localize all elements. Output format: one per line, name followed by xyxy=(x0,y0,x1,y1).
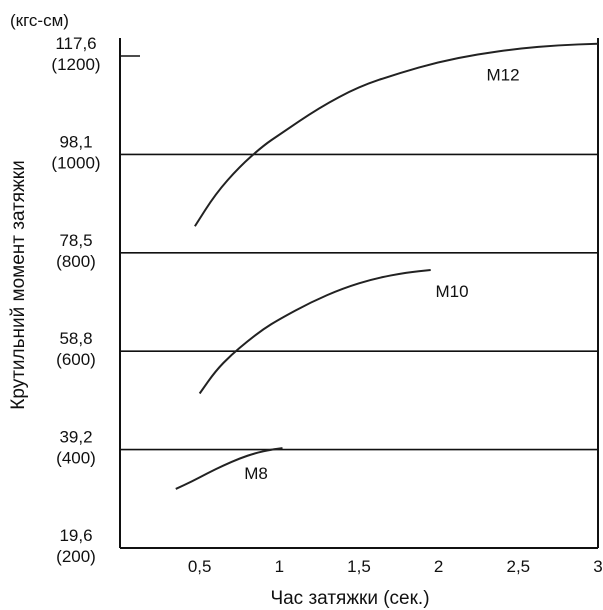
x-tick-label: 3 xyxy=(593,557,602,576)
y-tick-sublabel: (800) xyxy=(56,252,96,271)
gridlines xyxy=(120,55,598,451)
y-tick-label: 58,8 xyxy=(59,329,92,348)
x-axis-title: Час затяжки (сек.) xyxy=(270,588,429,609)
axes xyxy=(119,38,599,549)
series-line-m12 xyxy=(194,42,599,227)
x-tick-label: 1 xyxy=(275,557,284,576)
y-tick-label: 117,6 xyxy=(55,34,96,53)
x-tick-label: 1,5 xyxy=(347,557,371,576)
series-line-m10 xyxy=(198,269,431,395)
unit-label: (кгс-см) xyxy=(10,11,69,30)
y-tick-labels: 19,6 (200) 39,2 (400) 58,8 (600) 78,5 (800) 98,1… xyxy=(51,34,100,566)
x-tick-labels: 0,5 1 1,5 2 2,5 3 xyxy=(188,557,603,576)
series-line-m8 xyxy=(175,447,283,490)
y-tick-label: 98,1 xyxy=(59,132,92,151)
y-tick-sublabel: (1000) xyxy=(51,153,100,172)
y-tick-sublabel: (1200) xyxy=(51,55,100,74)
y-tick-sublabel: (400) xyxy=(56,449,96,468)
series-lines: M12 M10 M8 xyxy=(175,42,599,490)
series-label-m10: M10 xyxy=(435,282,468,301)
x-tick-label: 2,5 xyxy=(507,557,531,576)
series-label-m8: M8 xyxy=(244,464,268,483)
y-axis-title: Крутильний момент затяжки xyxy=(8,160,29,409)
y-tick-sublabel: (600) xyxy=(56,350,96,369)
series-label-m12: M12 xyxy=(486,66,519,85)
x-tick-label: 0,5 xyxy=(188,557,212,576)
y-tick-label: 39,2 xyxy=(59,428,92,447)
y-tick-sublabel: (200) xyxy=(56,547,96,566)
x-tick-label: 2 xyxy=(434,557,443,576)
y-tick-label: 78,5 xyxy=(59,231,92,250)
y-tick-label: 19,6 xyxy=(59,526,92,545)
